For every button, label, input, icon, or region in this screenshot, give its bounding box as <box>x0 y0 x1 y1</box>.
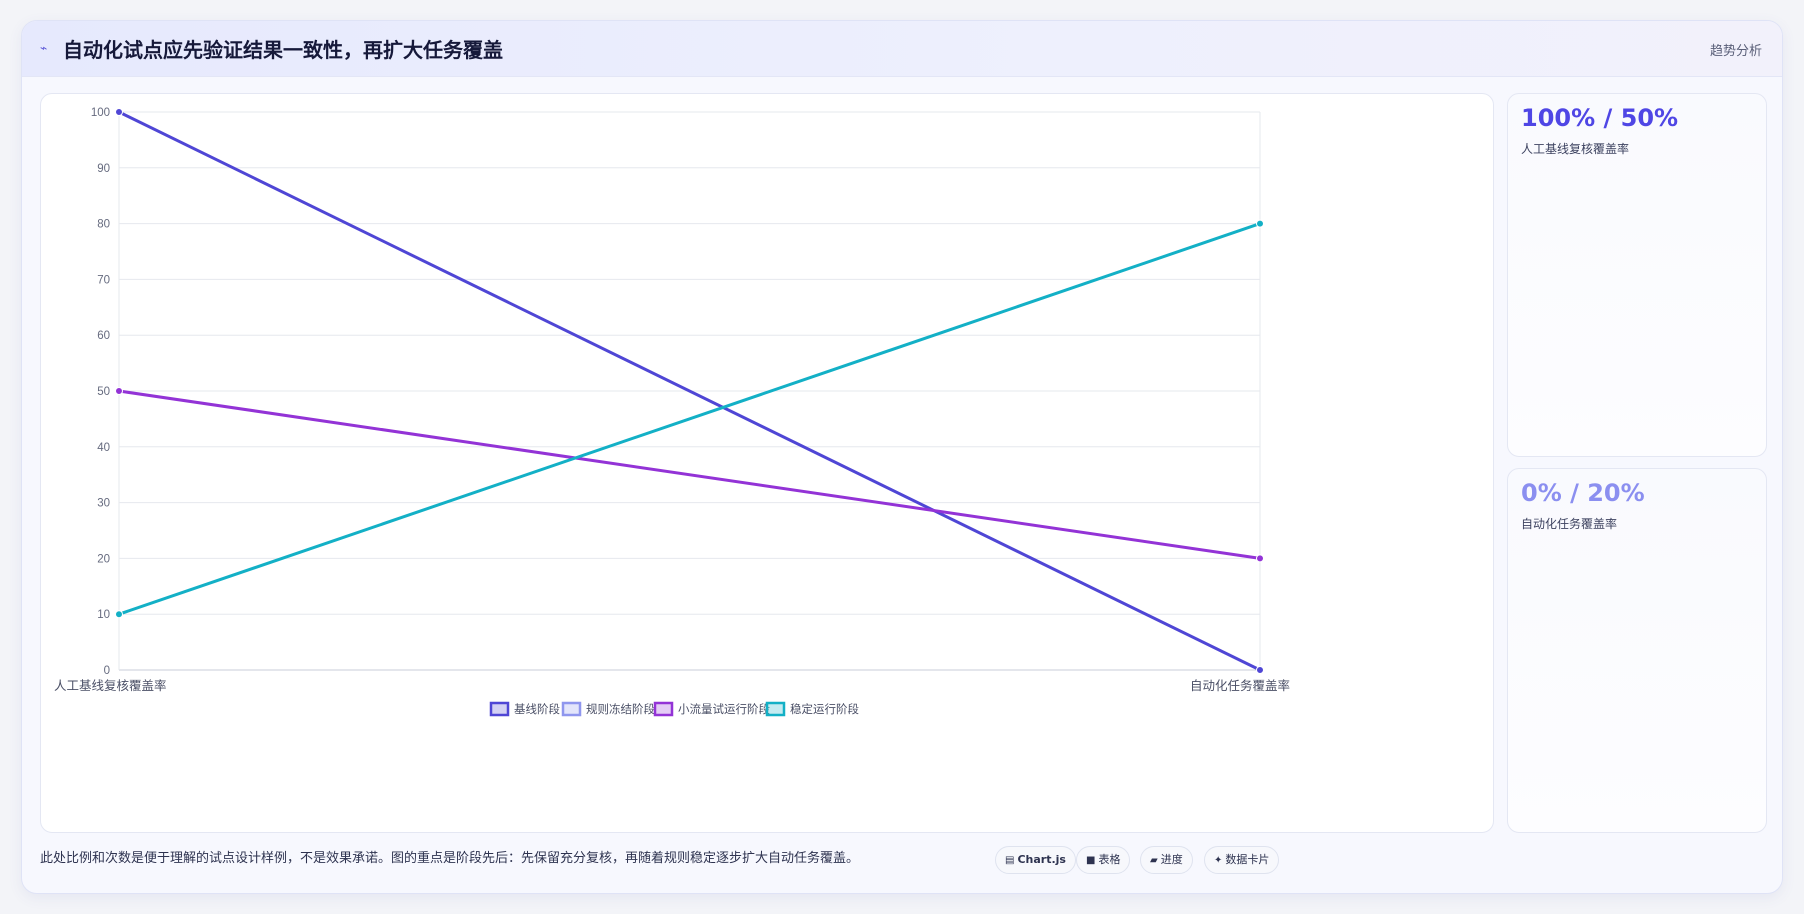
chip-table[interactable]: ■ 表格 <box>1076 846 1131 874</box>
y-tick-label: 80 <box>97 219 110 231</box>
kpi-label: 人工基线复核覆盖率 <box>1521 142 1630 156</box>
chip-chartjs[interactable]: ▤ Chart.js <box>995 846 1076 874</box>
data-point <box>1256 554 1264 563</box>
legend-label: 基线阶段 <box>514 702 560 716</box>
legend-label: 小流量试运行阶段 <box>678 702 770 716</box>
chip-label: 进度 <box>1160 853 1183 866</box>
series-line <box>118 110 1261 672</box>
data-point <box>115 108 123 116</box>
y-tick-label: 60 <box>97 330 110 342</box>
x-tick-label: 自动化任务覆盖率 <box>1190 678 1290 693</box>
progress-icon: ▰ <box>1150 855 1158 866</box>
chip-label: Chart.js <box>1017 853 1066 866</box>
page-title: 自动化试点应先验证结果一致性，再扩大任务覆盖 <box>63 38 503 62</box>
legend-swatch <box>765 701 786 717</box>
legend-swatch <box>653 701 674 717</box>
chip-label: 表格 <box>1098 853 1121 866</box>
series-line <box>118 222 1261 616</box>
kpi-card-manual-review: 100% / 50% 人工基线复核覆盖率 <box>1507 93 1767 457</box>
chip-label: 数据卡片 <box>1225 853 1270 866</box>
series-line <box>118 389 1261 560</box>
y-tick-label: 20 <box>97 553 110 565</box>
data-point <box>1256 219 1264 228</box>
trend-icon: ⌁ <box>40 41 48 55</box>
y-tick-label: 100 <box>91 107 110 119</box>
data-point <box>115 610 123 619</box>
chip-progress[interactable]: ▰ 进度 <box>1140 846 1193 874</box>
legend-label: 规则冻结阶段 <box>586 702 655 716</box>
chart-icon: ▤ <box>1005 855 1015 866</box>
y-tick-label: 30 <box>97 498 110 510</box>
kpi-card-automation: 0% / 20% 自动化任务覆盖率 <box>1507 468 1767 833</box>
legend-label: 稳定运行阶段 <box>790 702 859 716</box>
analysis-tag: 趋势分析 <box>1709 44 1762 59</box>
y-tick-label: 70 <box>97 274 110 286</box>
legend-swatch <box>489 701 510 717</box>
data-point <box>1256 666 1264 674</box>
y-tick-label: 0 <box>104 665 110 677</box>
y-tick-label: 50 <box>97 386 110 398</box>
line-chart-panel: 0 10 20 30 40 50 60 70 80 90 100 人工基线复核覆盖率 自动化任务覆盖率基… <box>40 93 1494 833</box>
card-header: ⌁ 自动化试点应先验证结果一致性，再扩大任务覆盖 趋势分析 <box>22 21 1782 77</box>
x-tick-label: 人工基线复核覆盖率 <box>54 678 167 693</box>
kpi-value: 0% / 20% <box>1521 479 1645 507</box>
table-icon: ■ <box>1086 855 1096 866</box>
line-chart: 0 10 20 30 40 50 60 70 80 90 100 人工基线复核覆盖率 自动化任务覆盖率基… <box>54 107 1290 717</box>
chip-data-card[interactable]: ✦ 数据卡片 <box>1204 846 1280 874</box>
data-point <box>115 387 123 395</box>
kpi-label: 自动化任务覆盖率 <box>1521 517 1618 531</box>
y-tick-label: 40 <box>97 442 110 454</box>
dashboard-card: ⌁ 自动化试点应先验证结果一致性，再扩大任务覆盖 趋势分析 0 10 20 30 40 5… <box>21 20 1783 894</box>
card-icon: ✦ <box>1214 855 1223 866</box>
footer-note: 此处比例和次数是便于理解的试点设计样例，不是效果承诺。图的重点是阶段先后：先保留… <box>40 851 860 866</box>
y-tick-label: 10 <box>97 609 110 621</box>
y-tick-label: 90 <box>97 163 110 175</box>
legend-swatch <box>561 701 582 717</box>
kpi-value: 100% / 50% <box>1521 104 1679 132</box>
